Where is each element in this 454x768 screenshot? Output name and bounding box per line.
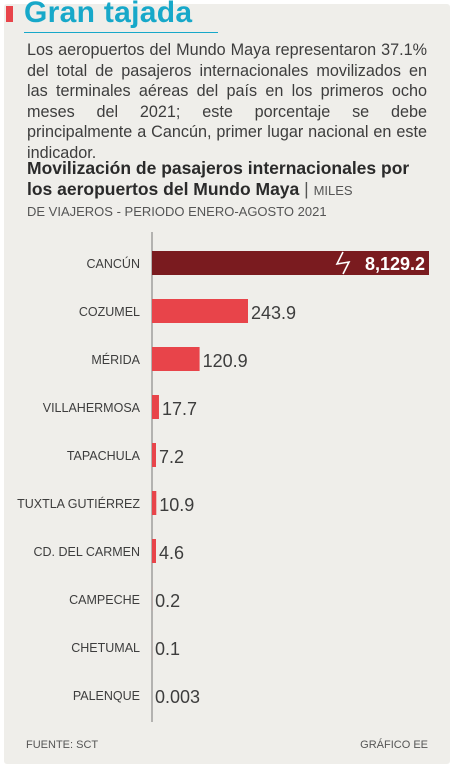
value-label: 10.9 — [159, 495, 194, 515]
category-label: CD. DEL CARMEN — [34, 545, 141, 559]
value-label: 8,129.2 — [365, 254, 425, 274]
bar — [152, 299, 248, 323]
bar — [152, 347, 200, 371]
bar — [152, 491, 157, 515]
category-label: VILLAHERMOSA — [43, 401, 141, 415]
value-label: 17.7 — [162, 399, 197, 419]
chart-title-separator: | — [304, 179, 309, 199]
value-label: 120.9 — [203, 351, 248, 371]
headline: Gran tajada — [24, 0, 193, 29]
value-label: 243.9 — [251, 303, 296, 323]
category-label: MÉRIDA — [91, 352, 140, 367]
value-label: 7.2 — [159, 447, 184, 467]
value-label: 0.003 — [155, 687, 200, 707]
bar — [152, 443, 156, 467]
chart-title: Movilización de pasajeros internacionale… — [27, 158, 437, 201]
value-label: 0.1 — [155, 639, 180, 659]
category-label: COZUMEL — [79, 305, 140, 319]
chart-subtitle: DE VIAJEROS - PERIODO ENERO-AGOSTO 2021 — [27, 204, 327, 219]
bar — [152, 539, 156, 563]
category-label: PALENQUE — [73, 689, 140, 703]
source-note: FUENTE: SCT — [26, 739, 99, 751]
chart-unit-start: MILES — [313, 183, 353, 198]
category-label: CANCÚN — [87, 256, 140, 271]
bar — [152, 251, 429, 275]
bar — [152, 395, 159, 419]
value-label: 0.2 — [155, 591, 180, 611]
category-label: TUXTLA GUTIÉRREZ — [17, 496, 140, 511]
headline-accent — [6, 6, 13, 22]
lede-paragraph: Los aeropuertos del Mundo Maya represent… — [27, 41, 427, 162]
graphic-credit: GRÁFICO EE — [360, 739, 428, 751]
category-label: TAPACHULA — [67, 449, 141, 463]
infographic-panel — [4, 4, 450, 764]
value-label: 4.6 — [159, 543, 184, 563]
chart-title-main: Movilización de pasajeros internacionale… — [27, 158, 410, 199]
axis-break-mark — [335, 251, 351, 275]
category-label: CHETUMAL — [71, 641, 140, 655]
headline-underline — [24, 32, 218, 33]
category-label: CAMPECHE — [69, 593, 140, 607]
